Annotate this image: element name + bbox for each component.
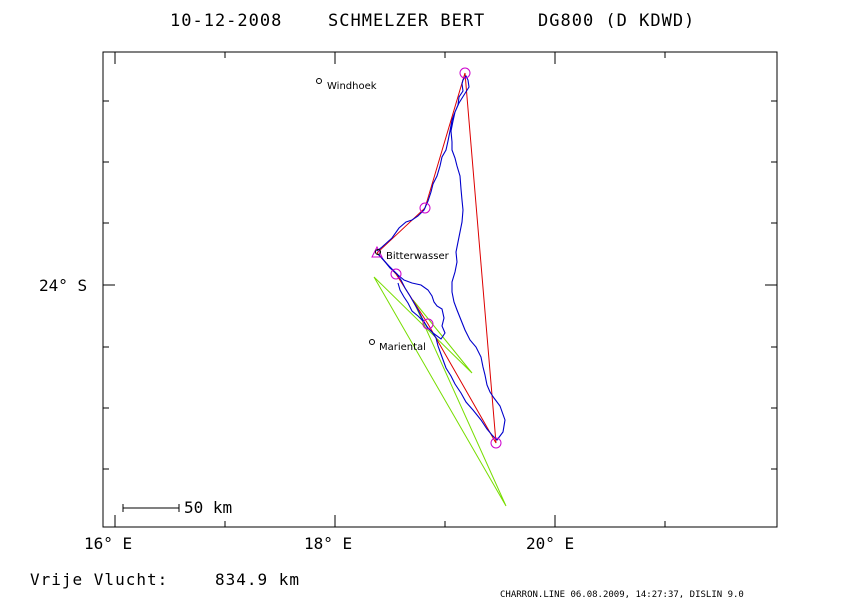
start-marker <box>371 245 383 258</box>
y-tick-label: 24° S <box>39 276 87 295</box>
place-dot <box>316 78 322 84</box>
turnpoint-marker <box>490 437 502 449</box>
turnpoint-marker <box>390 268 402 280</box>
place-dot <box>375 249 381 255</box>
pilot-name: SCHMELZER BERT <box>328 11 485 31</box>
axis-ticks <box>103 52 777 527</box>
turnpoint-marker <box>419 202 431 214</box>
place-label: Mariental <box>379 342 426 353</box>
distance-value: 834.9 km <box>215 570 300 589</box>
airspace-boundary <box>373 276 507 507</box>
credit-line: CHARRON.LINE 06.08.2009, 14:27:37, DISLI… <box>500 590 744 600</box>
turnpoint-marker <box>459 67 471 79</box>
turnpoint-marker <box>422 318 434 330</box>
place-windhoek: Windhoek <box>316 78 377 92</box>
distance-label: Vrije Vlucht: <box>30 570 168 589</box>
flight-date: 10-12-2008 <box>170 11 282 31</box>
place-dot <box>369 339 375 345</box>
gps-track <box>376 74 506 441</box>
x-tick-label: 20° E <box>526 534 574 553</box>
place-label: Windhoek <box>327 81 377 92</box>
turnpoints <box>371 67 502 449</box>
place-bitterwasser: Bitterwasser <box>375 249 450 262</box>
place-label: Bitterwasser <box>386 251 450 262</box>
glider-id: DG800 (D KDWD) <box>538 11 695 31</box>
x-tick-label: 18° E <box>304 534 352 553</box>
map-frame <box>102 51 778 528</box>
scale-bar <box>122 504 180 512</box>
x-tick-label: 16° E <box>84 534 132 553</box>
scale-bar-label: 50 km <box>184 498 232 517</box>
place-mariental: Mariental <box>369 339 426 353</box>
